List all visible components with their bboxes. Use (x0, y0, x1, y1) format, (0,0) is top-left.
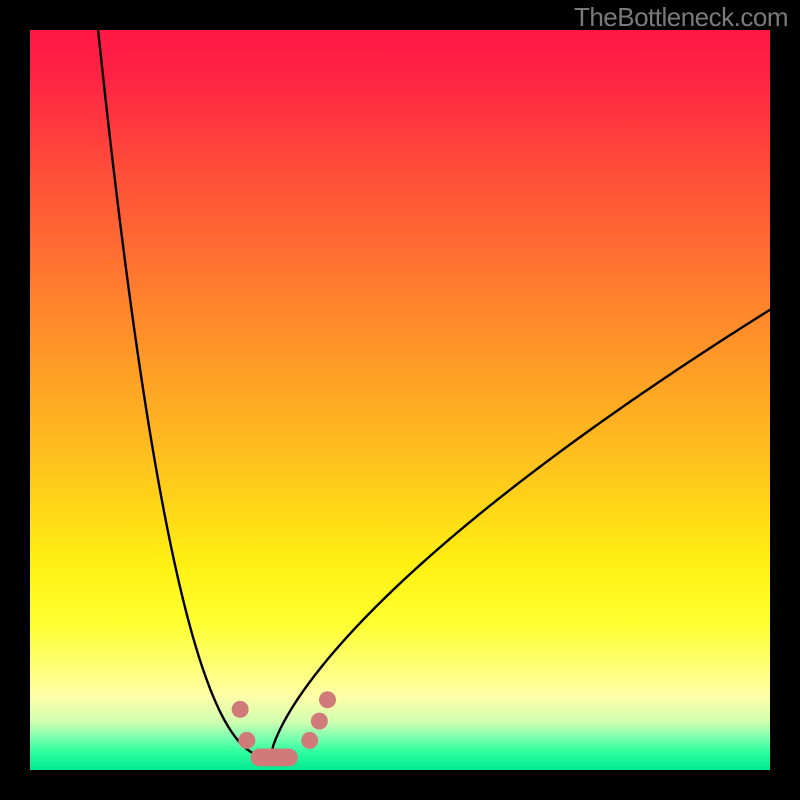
watermark-text: TheBottleneck.com (574, 2, 788, 33)
chart-frame: TheBottleneck.com (0, 0, 800, 800)
gradient-background (30, 30, 770, 770)
plot-area (30, 30, 770, 770)
plot-svg (30, 30, 770, 770)
